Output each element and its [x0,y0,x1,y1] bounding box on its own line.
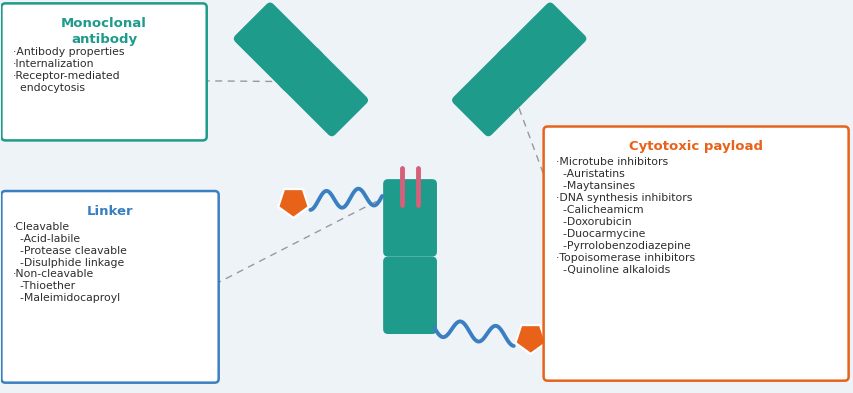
Text: endocytosis: endocytosis [14,83,85,93]
Text: Cytotoxic payload: Cytotoxic payload [629,140,763,153]
Text: -Maleimidocaproyl: -Maleimidocaproyl [14,293,120,303]
FancyBboxPatch shape [451,47,541,136]
FancyBboxPatch shape [543,127,848,381]
Text: -Thioether: -Thioether [14,281,75,291]
Text: ·Microtube inhibitors: ·Microtube inhibitors [555,157,667,167]
Polygon shape [278,189,308,218]
Polygon shape [515,325,545,354]
FancyBboxPatch shape [278,47,368,136]
Text: ·Receptor-mediated: ·Receptor-mediated [14,71,121,81]
FancyBboxPatch shape [496,2,586,92]
FancyBboxPatch shape [383,257,437,334]
Text: Linker: Linker [87,205,133,218]
FancyBboxPatch shape [383,179,437,257]
Text: ·Antibody properties: ·Antibody properties [14,47,125,57]
Text: ·Topoisomerase inhibitors: ·Topoisomerase inhibitors [555,253,693,263]
Text: -Protease cleavable: -Protease cleavable [14,246,127,256]
Text: -Disulphide linkage: -Disulphide linkage [14,257,125,268]
Text: -Acid-labile: -Acid-labile [14,234,80,244]
Text: ·Non-cleavable: ·Non-cleavable [14,270,95,279]
Text: -Pyrrolobenzodiazepine: -Pyrrolobenzodiazepine [555,241,689,251]
Text: -Doxorubicin: -Doxorubicin [555,217,630,227]
FancyBboxPatch shape [2,191,218,383]
Text: Monoclonal
antibody: Monoclonal antibody [61,17,147,46]
Text: -Maytansines: -Maytansines [555,181,634,191]
Text: ·Internalization: ·Internalization [14,59,95,69]
FancyBboxPatch shape [234,2,323,92]
Text: ·Cleavable: ·Cleavable [14,222,71,232]
Text: -Calicheamicm: -Calicheamicm [555,205,642,215]
Text: -Auristatins: -Auristatins [555,169,624,179]
Text: ·DNA synthesis inhibitors: ·DNA synthesis inhibitors [555,193,691,203]
Text: -Quinoline alkaloids: -Quinoline alkaloids [555,264,669,275]
FancyBboxPatch shape [2,4,206,140]
Text: -Duocarmycine: -Duocarmycine [555,229,644,239]
